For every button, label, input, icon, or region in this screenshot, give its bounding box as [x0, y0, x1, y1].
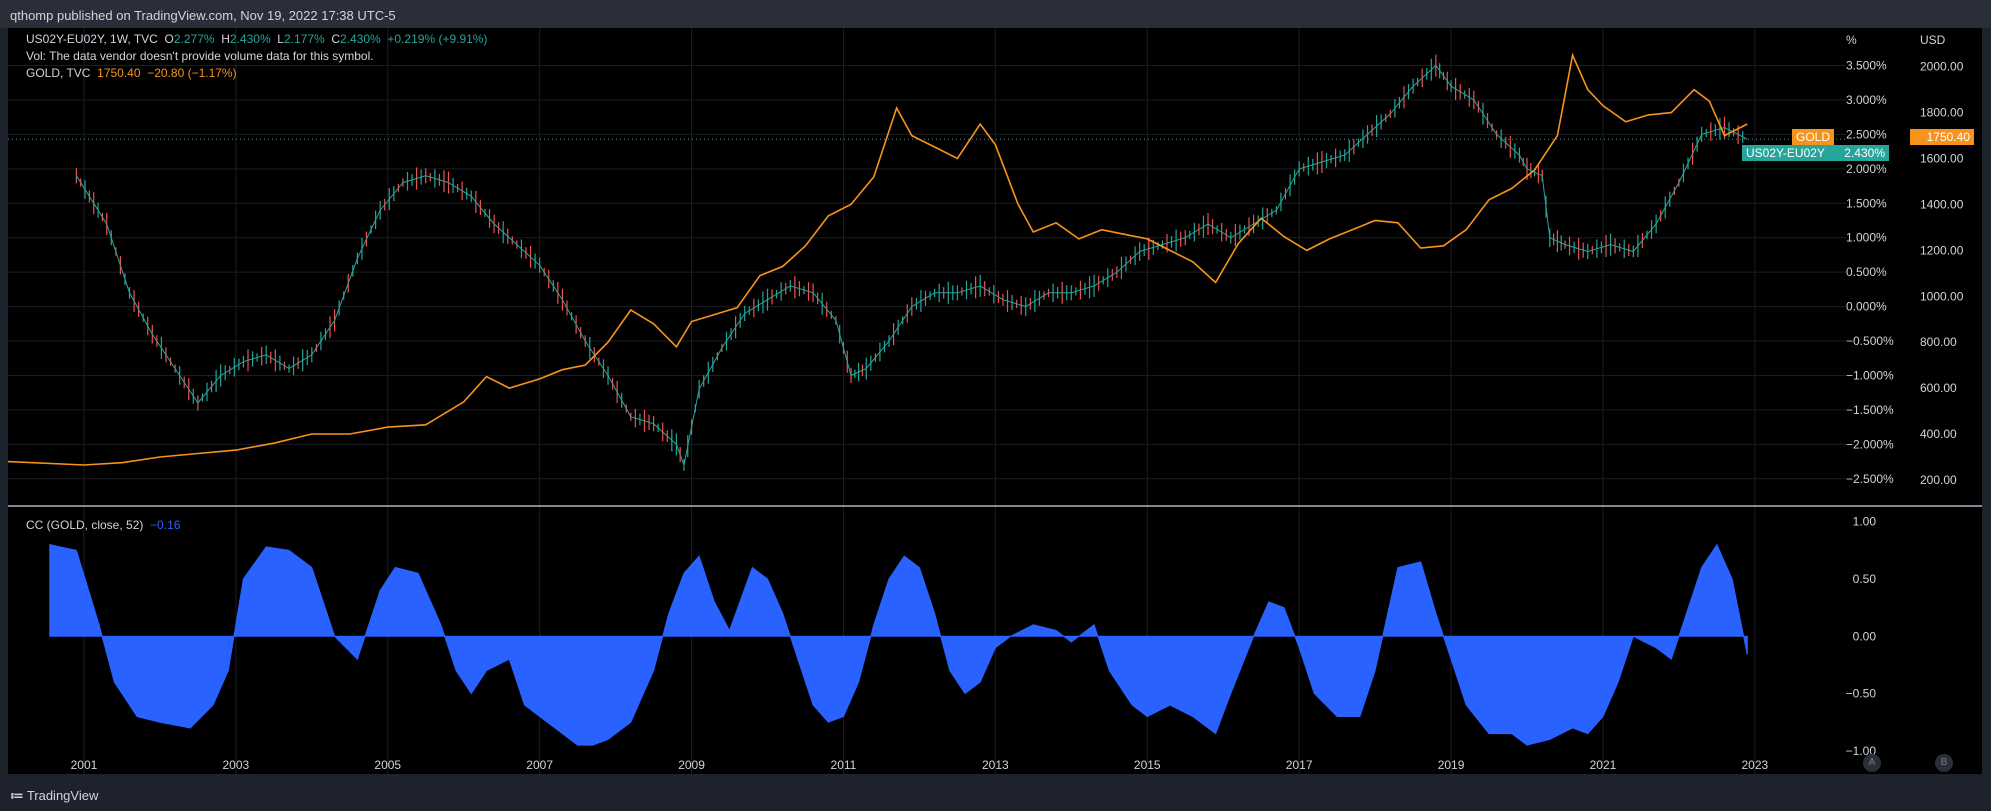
pct-tick-label: 0.500% [1846, 265, 1887, 279]
pct-tick-label: −1.500% [1846, 403, 1894, 417]
publish-bar: qthomp published on TradingView.com, Nov… [0, 0, 1991, 28]
usd-tick-label: 1200.00 [1920, 243, 1964, 257]
tradingview-logo[interactable]: ≔ TradingView [10, 788, 98, 804]
gold-price-badge: 1750.40 [1910, 129, 1974, 145]
legend-spread: US02Y-EU02Y, 1W, TVC O2.277% H2.430% L2.… [26, 32, 487, 46]
chart-canvas[interactable]: % USD 3.500% 3.000% 2.500% 2.000% 1.500% 1.000%… [8, 28, 1982, 774]
tradingview-logo-icon: ≔ [10, 788, 24, 803]
auto-scale-button[interactable]: A [1863, 754, 1881, 772]
pct-tick-label: 3.500% [1846, 59, 1887, 73]
open-value: 2.277% [173, 32, 215, 46]
x-tick-label: 2015 [1134, 758, 1161, 772]
x-tick-label: 2005 [374, 758, 401, 772]
cc-tick-label: 1.00 [1853, 515, 1877, 529]
usd-tick-label: 1800.00 [1920, 106, 1964, 120]
legend-indicator: CC (GOLD, close, 52) −0.16 [26, 518, 180, 532]
indicator-value: −0.16 [150, 518, 181, 532]
axis-ticks: % USD 3.500% 3.000% 2.500% 2.000% 1.500% 1.000%… [71, 33, 1964, 772]
gold-symbol[interactable]: GOLD, TVC [26, 66, 91, 80]
x-tick-label: 2007 [526, 758, 553, 772]
indicator-label[interactable]: CC (GOLD, close, 52) [26, 518, 144, 532]
usd-tick-label: 2000.00 [1920, 60, 1964, 74]
gold-series-line [8, 52, 1748, 466]
usd-tick-label: 200.00 [1920, 473, 1957, 487]
legend-gold: GOLD, TVC 1750.40 −20.80 (−1.17%) [26, 66, 237, 80]
pct-tick-label: 1.500% [1846, 196, 1887, 210]
cc-tick-label: −0.50 [1846, 687, 1877, 701]
usd-tick-label: 1400.00 [1920, 197, 1964, 211]
pct-tick-label: −2.500% [1846, 472, 1894, 486]
usd-tick-label: 800.00 [1920, 335, 1957, 349]
low-label: L [277, 32, 284, 46]
x-tick-label: 2013 [982, 758, 1009, 772]
x-tick-label: 2019 [1438, 758, 1465, 772]
pct-tick-label: 0.000% [1846, 300, 1887, 314]
logo-text: TradingView [26, 788, 99, 803]
gold-name-badge: GOLD [1792, 129, 1835, 145]
pct-tick-label: 2.500% [1846, 127, 1887, 141]
log-scale-button[interactable]: B [1935, 754, 1953, 772]
published-text: qthomp published on TradingView.com, Nov… [10, 8, 396, 23]
cc-tick-label: 0.50 [1853, 572, 1877, 586]
spread-candles [75, 54, 1744, 471]
close-value: 2.430% [340, 32, 381, 46]
x-tick-label: 2001 [71, 758, 98, 772]
gold-change: −20.80 (−1.17%) [147, 66, 237, 80]
gold-price: 1750.40 [97, 66, 141, 80]
pct-tick-label: −2.000% [1846, 437, 1894, 451]
usd-tick-label: 400.00 [1920, 427, 1957, 441]
cc-tick-label: 0.00 [1853, 629, 1877, 643]
spread-series-line [75, 64, 1748, 467]
high-value: 2.430% [229, 32, 271, 46]
high-label: H [221, 32, 230, 46]
legend-symbol[interactable]: US02Y-EU02Y, 1W, TVC [26, 32, 158, 46]
spread-value-badge: 2.430% [1827, 145, 1889, 161]
axis-unit-percent: % [1846, 33, 1857, 47]
legend-volume: Vol: The data vendor doesn't provide vol… [26, 49, 374, 63]
pct-tick-label: 2.000% [1846, 162, 1887, 176]
spread-name-badge: US02Y-EU02Y [1742, 145, 1829, 161]
x-tick-label: 2017 [1286, 758, 1313, 772]
usd-tick-label: 1600.00 [1920, 152, 1964, 166]
close-label: C [331, 32, 341, 46]
low-value: 2.177% [283, 32, 325, 46]
usd-tick-label: 600.00 [1920, 381, 1957, 395]
volume-note: Vol: The data vendor doesn't provide vol… [26, 49, 374, 63]
footer-bar: ≔ TradingView A B [0, 754, 1991, 811]
pct-tick-label: 3.000% [1846, 93, 1887, 107]
x-tick-label: 2021 [1590, 758, 1617, 772]
pct-tick-label: −0.500% [1846, 334, 1894, 348]
x-tick-label: 2023 [1742, 758, 1769, 772]
pct-tick-label: 1.000% [1846, 231, 1887, 245]
x-tick-label: 2009 [678, 758, 705, 772]
pct-tick-label: −1.000% [1846, 368, 1894, 382]
change-value: +0.219% (+9.91%) [387, 32, 488, 46]
axis-unit-usd: USD [1920, 33, 1946, 47]
x-tick-label: 2003 [222, 758, 249, 772]
chart-frame[interactable]: % USD 3.500% 3.000% 2.500% 2.000% 1.500% 1.000%… [8, 28, 1982, 774]
open-label: O [164, 32, 174, 46]
cc-area [49, 543, 1748, 746]
x-tick-label: 2011 [831, 758, 857, 772]
usd-tick-label: 1000.00 [1920, 289, 1964, 303]
